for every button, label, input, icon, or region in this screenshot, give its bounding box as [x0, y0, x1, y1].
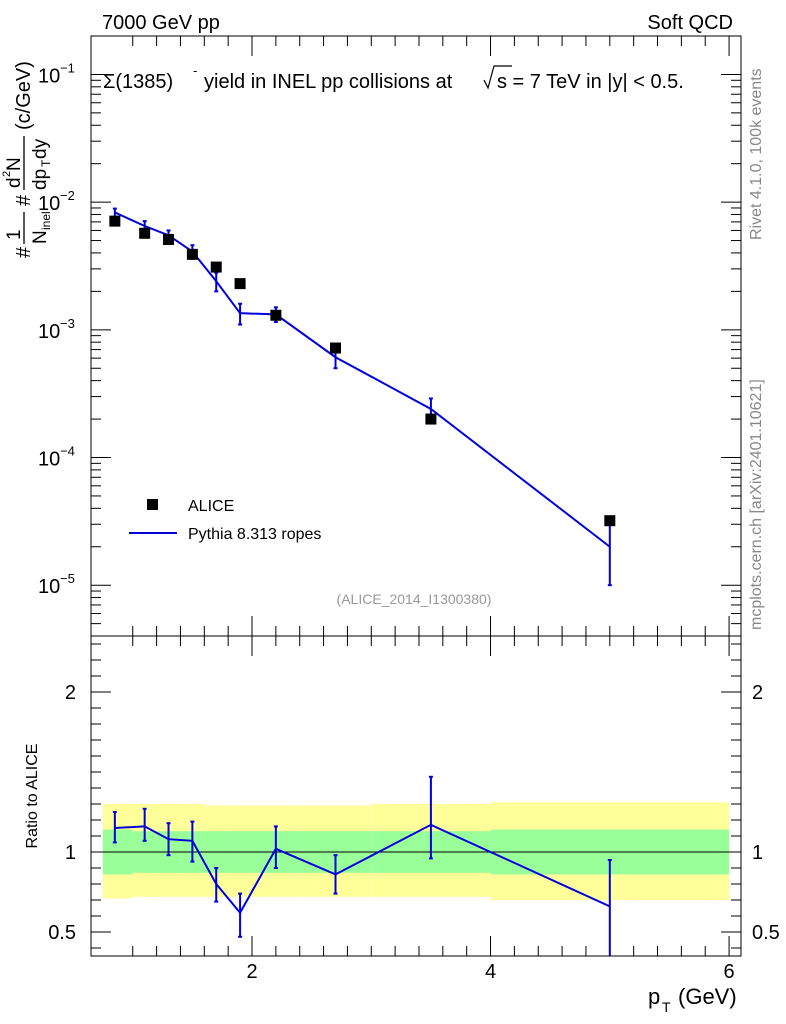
ratio-ytick-label-left: 1: [65, 842, 76, 864]
pythia-line: [114, 211, 611, 548]
alice-data-point: [425, 413, 437, 425]
ylabel-sq: 2: [1, 171, 13, 177]
ratio-ytick-label-right: 0.5: [752, 922, 780, 944]
mcplots-label: mcplots.cern.ch [arXiv:2401.10621]: [748, 379, 765, 630]
ytick-exponent: −1: [60, 60, 75, 75]
ylabel-d2N: d: [4, 177, 25, 188]
ylabel-T: T: [39, 159, 53, 167]
alice-data-point: [186, 248, 198, 260]
ytick-exponent: −4: [60, 444, 75, 459]
xlabel-unit: (GeV): [678, 984, 737, 1009]
ylabel-dy: dy: [30, 138, 51, 159]
xlabel-sub: T: [662, 999, 671, 1015]
sqrt-symbol: [483, 65, 512, 90]
ratio-ytick-label-left: 2: [65, 682, 76, 704]
ratio-line: [114, 823, 611, 915]
ytick-base: 10: [38, 193, 60, 215]
ylabel-N2: N: [4, 157, 25, 171]
main-ytick-label: 10 −4: [38, 444, 75, 471]
main-ytick-label: 10 −5: [38, 571, 75, 598]
main-plot-panel: 10−110−210−310−410−5 (ALICE_2014_I130038…: [1, 35, 742, 637]
header-left: 7000 GeV pp: [102, 12, 220, 34]
legend-alice-marker: [147, 499, 158, 510]
analysis-watermark: (ALICE_2014_I1300380): [337, 591, 492, 607]
ylabel-hash2: #: [13, 194, 35, 206]
alice-data-point: [163, 233, 175, 245]
rivet-label: Rivet 4.1.0, 100k events: [748, 68, 765, 240]
ylabel-one: 1: [4, 229, 25, 240]
x-axis-label: p T (GeV): [648, 984, 737, 1015]
main-ytick-label: 10 −1: [38, 60, 75, 87]
alice-data-point: [210, 261, 222, 273]
ylabel-hash1: #: [13, 246, 35, 258]
ylabel-inel: inel: [39, 211, 53, 230]
ratio-ytick-label-right: 2: [752, 682, 763, 704]
xtick-label: 4: [485, 961, 496, 983]
ytick-base: 10: [38, 65, 60, 87]
ytick-exponent: −5: [60, 571, 75, 586]
title-energy: s = 7 TeV in |y| < 0.5.: [497, 71, 684, 93]
alice-data-point: [270, 309, 282, 321]
legend-alice-label: ALICE: [188, 498, 234, 515]
xtick-label: 2: [246, 961, 257, 983]
alice-data-point: [234, 278, 246, 290]
ytick-base: 10: [38, 576, 60, 598]
alice-data-point: [604, 515, 616, 527]
ratio-axis-ticks: [91, 636, 741, 956]
ratio-ytick-label-left: 0.5: [48, 922, 76, 944]
ratio-frame: [90, 635, 742, 957]
title-text: yield in INEL pp collisions at: [204, 71, 453, 93]
ytick-base: 10: [38, 321, 60, 343]
main-y-tick-labels: 10−110−210−310−410−5: [38, 60, 75, 598]
main-y-axis-label: # 1 N inel # d 2 N dp T dy (c/GeV): [1, 61, 53, 258]
xtick-label: 6: [724, 961, 735, 983]
ratio-y-axis-label: Ratio to ALICE: [24, 744, 41, 849]
ylabel-N: N: [30, 230, 51, 244]
ytick-exponent: −2: [60, 188, 75, 203]
main-ytick-label: 10 −2: [38, 188, 75, 215]
main-axis-ticks: [91, 35, 741, 637]
ratio-series: [112, 775, 612, 956]
plot-title: Σ(1385) - yield in INEL pp collisions at…: [103, 63, 684, 93]
ylabel-dp: dp: [30, 169, 51, 190]
ratio-ytick-label-right: 1: [752, 842, 763, 864]
ylabel-units: (c/GeV): [13, 61, 35, 130]
xlabel-p: p: [648, 984, 660, 1009]
main-frame: [90, 35, 742, 637]
alice-data-point: [139, 227, 151, 239]
legend-pythia-label: Pythia 8.313 ropes: [188, 526, 321, 543]
main-ytick-label: 10 −3: [38, 316, 75, 343]
ytick-exponent: −3: [60, 316, 75, 331]
header-right: Soft QCD: [647, 12, 733, 34]
title-particle: Σ(1385): [103, 71, 173, 93]
ytick-base: 10: [38, 449, 60, 471]
main-series: [109, 207, 616, 587]
ratio-plot-panel: 2 1 0.5 2 1 0.5 2 4 6 p T (GeV) Ratio to…: [24, 635, 780, 1015]
ratio-uncertainty-bands: [102, 802, 730, 900]
alice-data-point: [329, 342, 341, 354]
legend: ALICE Pythia 8.313 ropes: [129, 498, 321, 543]
alice-data-point: [109, 215, 121, 227]
title-charge: -: [193, 63, 197, 78]
